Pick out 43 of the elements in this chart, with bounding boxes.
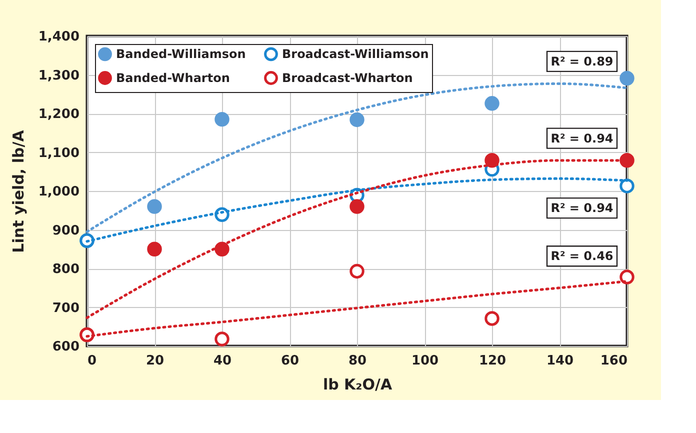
point [484,153,500,168]
y-tick-label: 1,200 [38,107,80,122]
point [484,96,500,111]
legend-label: Banded-Williamson [116,47,246,62]
y-tick-label: 1,300 [38,68,80,84]
y-tick-label: 1,100 [38,146,80,161]
x-tick-label: 140 [546,354,574,368]
y-axis-title: Lint yield, lb/A [9,130,28,253]
annotation: R² = 0.94 [550,131,614,146]
y-tick-label: 600 [52,340,80,354]
annotation: R² = 0.89 [550,54,614,68]
x-tick-label: 20 [146,354,164,368]
point [620,270,634,284]
point [620,178,634,194]
point [484,311,500,326]
x-axis-title: lb K₂O/A [322,376,392,394]
point [350,264,364,279]
x-tick-label: 40 [213,354,232,368]
point [350,199,364,214]
x-tick-label: 120 [478,354,506,368]
legend-label: Banded-Wharton [116,71,230,85]
point [147,199,162,214]
legend-label: Broadcast-Wharton [282,71,413,85]
point [214,242,230,256]
point [350,112,364,128]
y-tick-label: 700 [52,300,80,316]
x-tick-label: 100 [411,354,439,368]
x-tick-label: 60 [280,354,300,368]
x-tick-label: 160 [600,354,628,368]
y-tick-label: 1,000 [38,184,80,200]
y-tick-label: 900 [52,223,80,238]
x-tick-label: 0 [88,354,97,368]
point [214,332,230,346]
legend-label: Broadcast-Williamson [282,47,429,62]
annotation: R² = 0.94 [550,201,614,216]
point [620,70,634,86]
y-tick-label: 1,400 [38,30,80,44]
point [147,242,162,256]
point [214,112,230,127]
y-tick-label: 800 [52,262,80,277]
point [620,153,634,168]
x-tick-label: 80 [348,354,367,368]
annotation: R² = 0.46 [550,249,614,264]
